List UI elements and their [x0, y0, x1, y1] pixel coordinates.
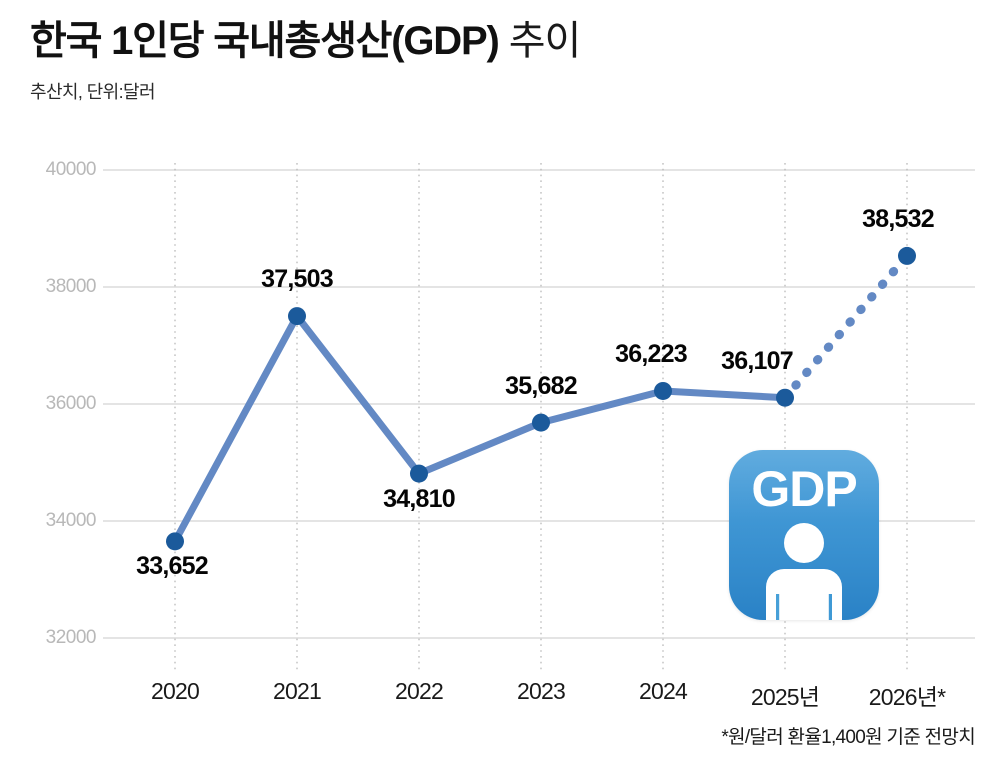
data-point-value-label: 34,810 — [383, 484, 455, 513]
person-icon — [766, 523, 842, 620]
data-point-value-label: 33,652 — [136, 552, 208, 581]
y-axis-tick-label: 34000 — [45, 510, 97, 531]
data-point-marker[interactable] — [654, 381, 672, 400]
gdp-badge-icon: GDP — [729, 450, 879, 620]
x-axis-tick-label: 2025년 — [750, 684, 820, 710]
chart-subtitle: 추산치, 단위:달러 — [30, 82, 156, 102]
x-axis-tick-label: 2022 — [395, 678, 444, 704]
data-point-value-label: 36,223 — [615, 339, 687, 368]
chart-footnote: *원/달러 환율1,400원 기준 전망치 — [721, 727, 975, 748]
data-point-marker[interactable] — [410, 464, 428, 483]
data-point-marker[interactable] — [166, 532, 184, 551]
data-point-marker[interactable] — [532, 413, 550, 432]
x-axis-tick-label: 2020 — [151, 678, 200, 704]
series-line-actual — [171, 312, 789, 545]
y-axis-tick-label: 38000 — [45, 276, 97, 297]
data-point-value-label: 35,682 — [505, 371, 577, 400]
y-axis-tick-label: 32000 — [45, 627, 97, 648]
x-axis-tick-label: 2021 — [273, 678, 322, 704]
series-line — [171, 251, 912, 545]
page-title: 한국 1인당 국내총생산(GDP) 추이 — [30, 18, 970, 64]
x-axis-tick-label: 2026년* — [868, 684, 946, 710]
series-markers — [166, 246, 916, 551]
title-light-part: 추이 — [498, 19, 582, 63]
x-axis-tick-label: 2023 — [517, 678, 566, 704]
data-point-marker[interactable] — [776, 388, 794, 407]
data-point-marker[interactable] — [898, 246, 916, 265]
data-point-value-label: 38,532 — [862, 204, 934, 233]
data-point-value-label: 36,107 — [721, 346, 793, 375]
y-axis-tick-label: 40000 — [45, 159, 97, 180]
title-bold-part: 한국 1인당 국내총생산(GDP) — [30, 19, 500, 63]
chart-header: 한국 1인당 국내총생산(GDP) 추이 추산치, 단위:달러 — [30, 18, 970, 104]
x-axis-tick-label: 2024 — [639, 678, 688, 704]
data-point-marker[interactable] — [288, 307, 306, 326]
y-axis-tick-label: 36000 — [45, 393, 97, 414]
data-point-value-label: 37,503 — [261, 265, 333, 294]
gdp-badge-label: GDP — [751, 461, 857, 517]
series-line-forecast — [780, 251, 912, 403]
